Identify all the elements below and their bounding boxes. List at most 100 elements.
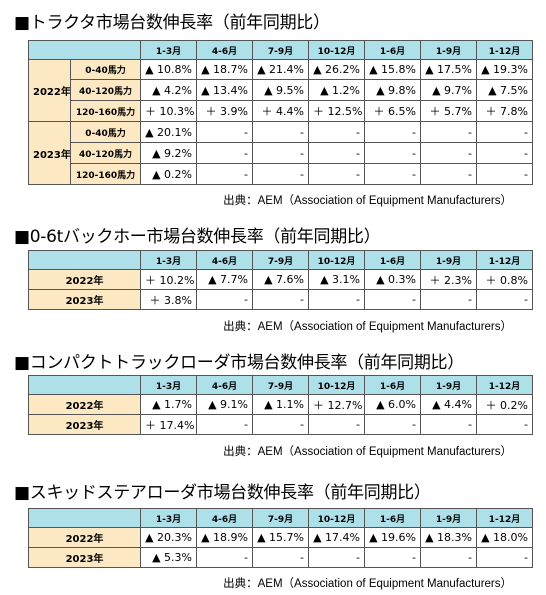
year-label: 2022年 — [28, 59, 71, 122]
table-cell: ▲ 18.3% — [420, 527, 477, 548]
table-cell: ＋ 12.7% — [308, 394, 365, 415]
table-cell: ▲ 15.7% — [252, 527, 309, 548]
ctl-title: ■コンパクトトラックローダ市場台数伸長率（前年同期比） — [14, 353, 464, 373]
column-header: 1-6月 — [364, 250, 421, 270]
ssl-table: 1-3月 4-6月 7-9月 10-12月 1-6月 1-9月 1-12月 20… — [28, 508, 533, 568]
table-cell: - — [364, 547, 421, 568]
table-cell: - — [308, 414, 365, 435]
table-cell: - — [308, 163, 365, 185]
table-cell: ▲ 26.2% — [308, 59, 365, 80]
table-cell: - — [476, 547, 533, 568]
table-cell: ▲ 9.8% — [364, 79, 421, 101]
table-cell: ＋ 4.4% — [252, 100, 309, 122]
row-label: 0-40馬力 — [70, 121, 141, 143]
table-row: 40-120馬力 ▲ 9.2% - - - - - - — [29, 142, 533, 164]
column-header: 1-6月 — [364, 508, 421, 528]
table-cell: - — [364, 289, 421, 310]
table-row: 2022年 ▲ 20.3% ▲ 18.9% ▲ 15.7% ▲ 17.4% ▲ … — [28, 527, 533, 548]
column-header: 10-12月 — [308, 375, 365, 395]
table-cell: ＋ 10.3% — [140, 100, 197, 122]
column-header: 4-6月 — [196, 40, 253, 60]
column-header: 1-3月 — [140, 508, 197, 528]
column-header: 4-6月 — [196, 508, 253, 528]
table-cell: ＋ 0.2% — [476, 394, 533, 415]
row-label: 40-120馬力 — [70, 79, 141, 101]
table-cell: ＋ 6.5% — [364, 100, 421, 122]
table-cell: ▲ 9.1% — [196, 394, 253, 415]
table-cell: ▲ 13.4% — [196, 79, 253, 101]
table-row: 40-120馬力 ▲ 4.2% ▲ 13.4% ▲ 9.5% ▲ 1.2% ▲ … — [29, 79, 533, 101]
column-header: 1-9月 — [420, 375, 477, 395]
table-cell: ▲ 20.1% — [140, 121, 197, 143]
column-header: 1-6月 — [364, 375, 421, 395]
column-header: 1-12月 — [476, 40, 533, 60]
table-corner — [28, 508, 141, 528]
backhoe-table: 1-3月 4-6月 7-9月 10-12月 1-6月 1-9月 1-12月 20… — [28, 250, 533, 310]
table-row: 2023年 0-40馬力 ▲ 20.1% - - - - - - — [28, 121, 533, 185]
table-cell: - — [252, 289, 309, 310]
row-label: 0-40馬力 — [70, 59, 141, 80]
table-cell: - — [308, 121, 365, 143]
column-header: 1-9月 — [420, 250, 477, 270]
table-cell: - — [420, 547, 477, 568]
table-cell: ▲ 0.3% — [364, 269, 421, 290]
table-row: 2022年 ＋ 10.2% ▲ 7.7% ▲ 7.6% ▲ 3.1% ▲ 0.3… — [28, 269, 533, 290]
table-cell: ▲ 10.8% — [140, 59, 197, 80]
table-cell: ▲ 1.1% — [252, 394, 309, 415]
table-cell: - — [364, 142, 421, 164]
ssl-title: ■スキッドステアローダ市場台数伸長率（前年同期比） — [14, 483, 431, 503]
table-cell: ▲ 7.6% — [252, 269, 309, 290]
table-cell: ▲ 0.2% — [140, 163, 197, 185]
table-cell: - — [420, 121, 477, 143]
year-label: 2023年 — [28, 289, 141, 310]
table-row: 2023年 ＋ 17.4% - - - - - - — [28, 414, 533, 435]
table-cell: - — [476, 414, 533, 435]
table-cell: - — [420, 163, 477, 185]
table-cell: - — [308, 142, 365, 164]
source-note: 出典：AEM（Association of Equipment Manufact… — [223, 321, 512, 333]
row-label: 40-120馬力 — [70, 142, 141, 164]
table-cell: - — [196, 142, 253, 164]
table-cell: - — [196, 547, 253, 568]
table-cell: ＋ 2.3% — [420, 269, 477, 290]
table-row: 120-160馬力 ＋ 10.3% ＋ 3.9% ＋ 4.4% ＋ 12.5% … — [29, 100, 533, 122]
table-cell: - — [252, 142, 309, 164]
source-note: 出典：AEM（Association of Equipment Manufact… — [223, 446, 512, 458]
year-label: 2022年 — [28, 269, 141, 290]
row-label: 120-160馬力 — [70, 100, 141, 122]
table-cell: - — [420, 142, 477, 164]
table-cell: - — [420, 414, 477, 435]
year-label: 2023年 — [28, 547, 141, 568]
table-cell: ▲ 19.3% — [476, 59, 533, 80]
table-cell: ＋ 0.8% — [476, 269, 533, 290]
table-cell: - — [420, 289, 477, 310]
table-cell: ▲ 3.1% — [308, 269, 365, 290]
column-header: 1-6月 — [364, 40, 421, 60]
table-cell: ▲ 17.5% — [420, 59, 477, 80]
table-cell: - — [252, 121, 309, 143]
row-label: 120-160馬力 — [70, 163, 141, 185]
table-cell: ＋ 10.2% — [140, 269, 197, 290]
table-row: 2023年 ＋ 3.8% - - - - - - — [28, 289, 533, 310]
table-cell: - — [196, 289, 253, 310]
tractor-table: 1-3月 4-6月 7-9月 10-12月 1-6月 1-9月 1-12月 20… — [28, 40, 533, 185]
tractor-title: ■トラクタ市場台数伸長率（前年同期比） — [14, 13, 330, 33]
column-header: 1-9月 — [420, 508, 477, 528]
column-header: 1-3月 — [140, 375, 197, 395]
table-cell: ▲ 1.7% — [140, 394, 197, 415]
column-header: 1-12月 — [476, 375, 533, 395]
table-cell: ▲ 20.3% — [140, 527, 197, 548]
table-cell: ▲ 18.7% — [196, 59, 253, 80]
table-cell: - — [252, 547, 309, 568]
table-corner — [28, 250, 141, 270]
table-cell: ▲ 4.4% — [420, 394, 477, 415]
column-header: 7-9月 — [252, 250, 309, 270]
column-header: 7-9月 — [252, 40, 309, 60]
column-header: 7-9月 — [252, 508, 309, 528]
column-header: 10-12月 — [308, 40, 365, 60]
table-cell: - — [364, 121, 421, 143]
table-cell: ▲ 4.2% — [140, 79, 197, 101]
table-cell: ▲ 18.0% — [476, 527, 533, 548]
table-cell: ▲ 1.2% — [308, 79, 365, 101]
year-label: 2022年 — [28, 394, 141, 415]
